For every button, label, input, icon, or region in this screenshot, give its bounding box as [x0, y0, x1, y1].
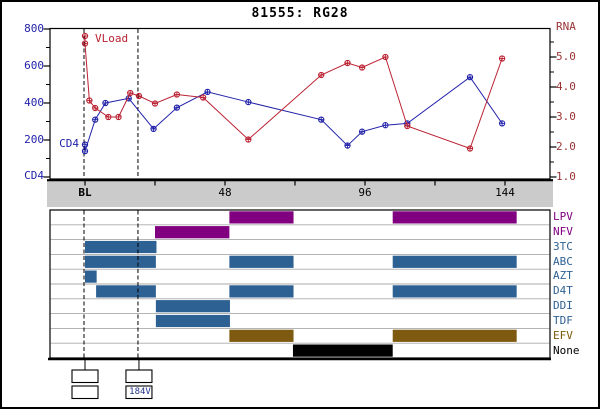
rna-axis-title: RNA — [556, 20, 576, 33]
vload-series-label: VLoad — [95, 32, 129, 45]
rna-axis-tick-2: 2.0 — [556, 140, 576, 153]
cd4-axis-tick-400: 400 — [24, 96, 44, 109]
cd4-series-label: CD4 — [59, 137, 79, 150]
drug-row-label-lpv: LPV — [553, 210, 573, 223]
drug-row-label-ddi: DDI — [553, 299, 573, 312]
drug-row-label-d4t: D4T — [553, 284, 573, 297]
cd4-axis-tick-800: 800 — [24, 22, 44, 35]
rna-axis-tick-3: 3.0 — [556, 110, 576, 123]
drug-row-label-tdf: TDF — [553, 314, 573, 327]
x-tick-144: 144 — [495, 186, 515, 199]
rna-axis-tick-4: 4.0 — [556, 80, 576, 93]
x-tick-48: 48 — [218, 186, 232, 199]
drug-row-label-efv: EFV — [553, 329, 573, 342]
drug-row-label-azt: AZT — [553, 269, 573, 282]
x-tick-96: 96 — [358, 186, 372, 199]
rna-axis-tick-1: 1.0 — [556, 170, 576, 183]
drug-row-label-3tc: 3TC — [553, 240, 573, 253]
rna-axis-tick-5: 5.0 — [556, 50, 576, 63]
cd4-axis-tick-200: 200 — [24, 133, 44, 146]
cd4-axis-title: CD4 — [24, 169, 44, 182]
cd4-axis-tick-600: 600 — [24, 59, 44, 72]
page-title: 81555: RG28 — [251, 6, 349, 21]
mutation-label-184v: 184V — [129, 387, 151, 397]
drug-row-label-nfv: NFV — [553, 225, 573, 238]
x-tick-bl: BL — [78, 186, 92, 199]
drug-row-label-abc: ABC — [553, 255, 573, 268]
drug-row-label-none: None — [553, 344, 580, 357]
